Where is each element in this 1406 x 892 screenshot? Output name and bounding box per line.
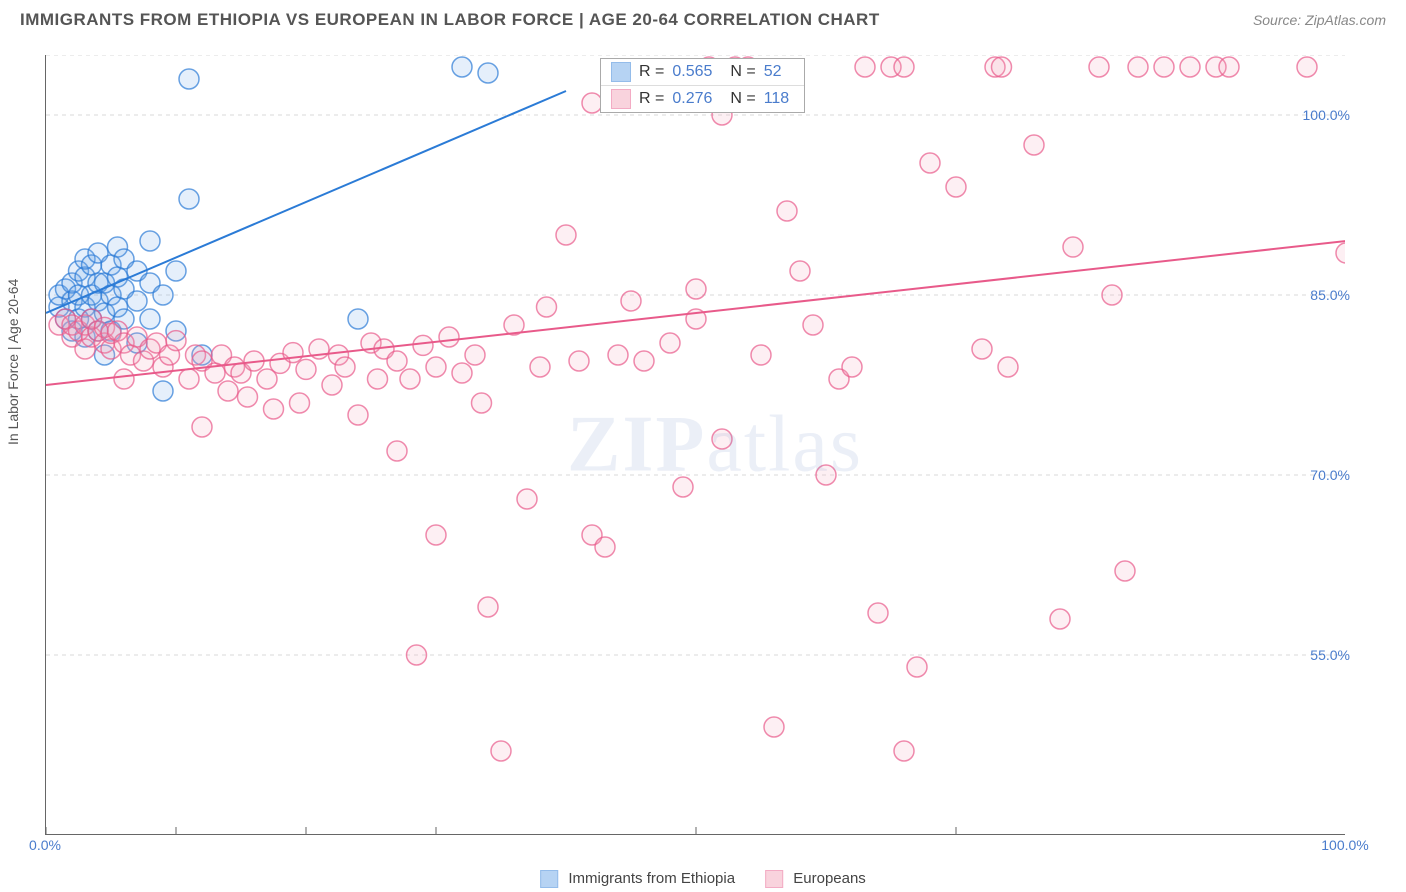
bottom-legend: Immigrants from Ethiopia Europeans — [540, 870, 866, 892]
header-row: IMMIGRANTS FROM ETHIOPIA VS EUROPEAN IN … — [0, 0, 1406, 35]
stat-label-r: R = — [639, 90, 664, 108]
legend-swatch-ethiopia — [540, 870, 558, 888]
y-axis-label: In Labor Force | Age 20-64 — [5, 279, 21, 445]
stat-value-n: 52 — [764, 63, 794, 81]
y-tick-label: 100.0% — [1303, 107, 1350, 123]
y-tick-label: 85.0% — [1310, 287, 1350, 303]
chart-container: IMMIGRANTS FROM ETHIOPIA VS EUROPEAN IN … — [0, 0, 1406, 892]
legend-swatch-europeans — [765, 870, 783, 888]
stats-swatch — [611, 62, 631, 82]
stats-row: R = 0.276 N = 118 — [601, 85, 804, 112]
stat-value-n: 118 — [764, 90, 794, 108]
chart-title: IMMIGRANTS FROM ETHIOPIA VS EUROPEAN IN … — [20, 10, 880, 30]
x-tick-label: 0.0% — [29, 837, 61, 853]
stat-label-r: R = — [639, 63, 664, 81]
x-tick-label: 100.0% — [1321, 837, 1368, 853]
legend-item-ethiopia: Immigrants from Ethiopia — [540, 870, 735, 888]
y-tick-label: 55.0% — [1310, 647, 1350, 663]
stats-swatch — [611, 89, 631, 109]
stats-box: R = 0.565 N = 52 R = 0.276 N = 118 — [600, 58, 805, 113]
legend-item-europeans: Europeans — [765, 870, 866, 888]
stat-label-n: N = — [730, 90, 755, 108]
stats-row: R = 0.565 N = 52 — [601, 59, 804, 85]
legend-label-ethiopia: Immigrants from Ethiopia — [568, 870, 735, 887]
y-tick-label: 70.0% — [1310, 467, 1350, 483]
stat-value-r: 0.276 — [672, 90, 722, 108]
plot-wrap: ZIPatlas 55.0%70.0%85.0%100.0% 0.0%100.0… — [45, 55, 1385, 835]
plot-svg — [45, 55, 1345, 835]
stat-label-n: N = — [730, 63, 755, 81]
stat-value-r: 0.565 — [672, 63, 722, 81]
source-label: Source: ZipAtlas.com — [1253, 12, 1386, 28]
legend-label-europeans: Europeans — [793, 870, 866, 887]
